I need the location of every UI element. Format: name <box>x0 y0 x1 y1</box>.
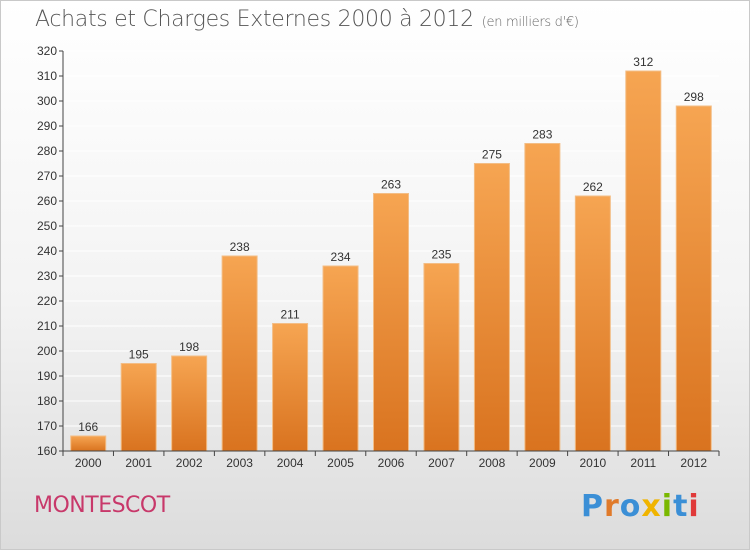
x-tick-label: 2011 <box>630 456 656 470</box>
y-tick-label: 190 <box>37 369 57 383</box>
data-label: 234 <box>331 250 351 264</box>
x-tick-label: 2010 <box>579 456 606 470</box>
bar-2000 <box>70 435 107 452</box>
x-tick-label: 2000 <box>75 456 102 470</box>
y-tick-label: 160 <box>37 444 57 458</box>
proxiti-logo[interactable]: Proxiti <box>581 489 700 524</box>
data-label: 238 <box>230 240 250 254</box>
y-tick-label: 220 <box>37 294 57 308</box>
logo-letter: o <box>619 489 642 524</box>
logo-letter: P <box>581 489 604 524</box>
data-label: 298 <box>684 90 704 104</box>
bar-2009 <box>524 143 561 452</box>
x-tick-label: 2004 <box>277 456 304 470</box>
y-tick-label: 240 <box>37 244 57 258</box>
data-label: 312 <box>633 55 653 69</box>
x-tick-label: 2012 <box>680 456 707 470</box>
y-tick-label: 310 <box>37 69 57 83</box>
bar-2007 <box>423 263 460 452</box>
commune-name: MONTESCOT <box>34 493 170 518</box>
data-label: 283 <box>532 128 552 142</box>
data-label: 263 <box>381 178 401 192</box>
data-label: 198 <box>179 340 199 354</box>
logo-letter: t <box>673 489 689 524</box>
y-tick-label: 250 <box>37 219 57 233</box>
bar-2010 <box>574 195 611 452</box>
y-tick-label: 320 <box>37 44 57 58</box>
data-label: 262 <box>583 180 603 194</box>
x-tick-label: 2005 <box>327 456 354 470</box>
y-tick-label: 230 <box>37 269 57 283</box>
logo-letter: r <box>604 489 620 524</box>
data-label: 235 <box>431 248 451 262</box>
bar-2005 <box>322 265 359 452</box>
y-tick-label: 200 <box>37 344 57 358</box>
labels: 166 195 198 238 211 234 263 235 275 283 262 312 298 <box>78 55 704 434</box>
x-tick-label: 2009 <box>529 456 556 470</box>
bar-2006 <box>373 193 409 452</box>
bar-2011 <box>625 70 662 452</box>
x-tick-label: 2008 <box>479 456 506 470</box>
logo-letter: i <box>688 489 700 524</box>
y-tick-label: 270 <box>37 169 57 183</box>
x-tick-label: 2001 <box>125 456 152 470</box>
y-tick-label: 290 <box>37 119 57 133</box>
data-label: 275 <box>482 148 502 162</box>
bar-2003 <box>221 255 258 452</box>
bar-2004 <box>272 323 309 452</box>
bar-2002 <box>171 355 208 452</box>
bar-2012 <box>675 105 712 452</box>
y-tick-label: 180 <box>37 394 57 408</box>
y-tick-label: 280 <box>37 144 57 158</box>
chart-subtitle: (en milliers d'€) <box>481 15 579 30</box>
x-tick-label: 2006 <box>378 456 405 470</box>
chart-title: Achats et Charges Externes 2000 à 2012 (e… <box>35 7 579 32</box>
y-tick-label: 210 <box>37 319 57 333</box>
axes: 160 170 180 190 200 210 220 230 240 250 260 270 280 2… <box>37 44 720 470</box>
bars <box>70 70 712 452</box>
x-tick-label: 2003 <box>226 456 253 470</box>
y-tick-label: 300 <box>37 94 57 108</box>
x-tick-label: 2007 <box>428 456 455 470</box>
logo-letter: i <box>661 489 674 524</box>
y-tick-label: 170 <box>37 419 57 433</box>
chart-title-text: Achats et Charges Externes 2000 à 2012 <box>35 7 474 32</box>
logo-letter: x <box>641 489 662 524</box>
data-label: 211 <box>281 308 300 322</box>
data-label: 166 <box>78 420 98 434</box>
x-tick-label: 2002 <box>176 456 203 470</box>
y-tick-label: 260 <box>37 194 57 208</box>
bar-2008 <box>473 163 510 452</box>
data-label: 195 <box>129 348 149 362</box>
bar-2001 <box>120 363 157 452</box>
